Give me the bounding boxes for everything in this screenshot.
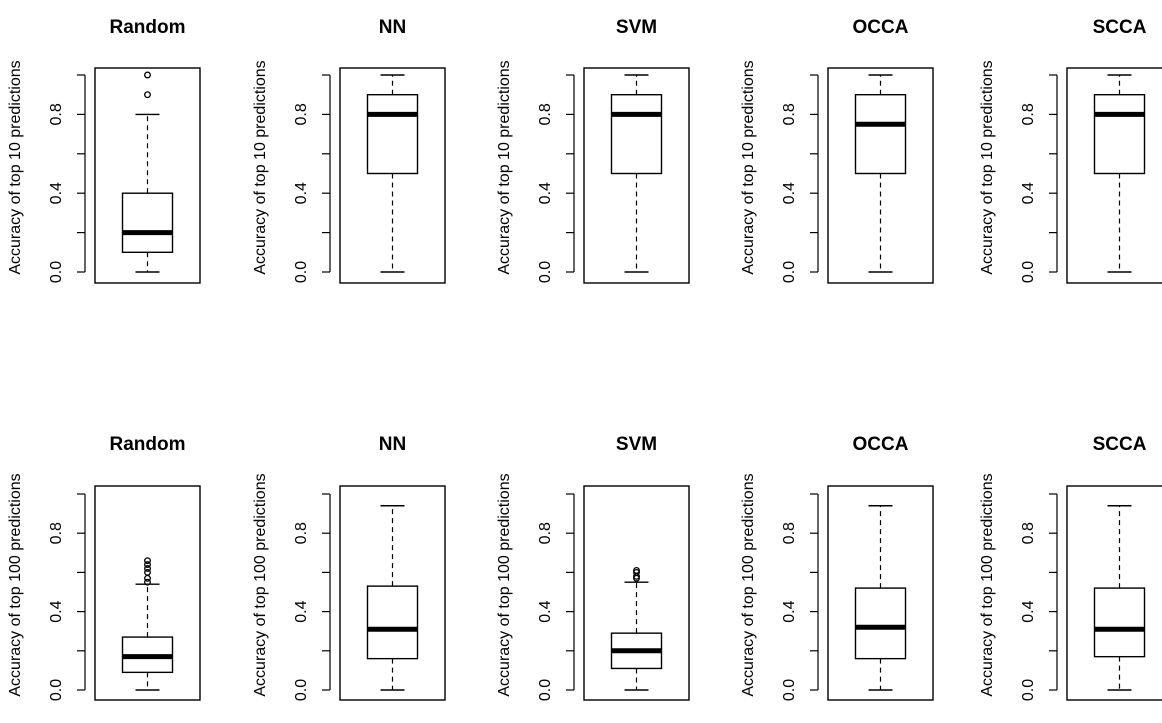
y-tick-label: 0.8 [537, 103, 554, 125]
outlier-point [633, 566, 640, 574]
y-tick-label: 0.0 [1020, 679, 1037, 701]
panel-title: SVM [616, 17, 657, 38]
y-tick-label: 0.4 [48, 600, 65, 622]
plot-frame [827, 485, 934, 701]
boxplot-panel-2-4: OCCA 0.0 0.4 0.8 Accuracy of top 100 predict… [740, 434, 934, 701]
y-tick-label: 0.8 [48, 522, 65, 544]
boxplot-panel-1-3: SVM 0.0 0.4 0.8 Accuracy of top 10 predictio… [496, 17, 690, 284]
y-tick-label: 0.8 [781, 522, 798, 544]
plot-frame [1066, 485, 1162, 701]
panel-title: Random [110, 434, 186, 455]
outlier-point [144, 568, 151, 576]
y-tick-label: 0.8 [781, 103, 798, 125]
y-tick-label: 0.0 [48, 679, 65, 701]
panel-title: Random [110, 17, 186, 38]
y-tick-label: 0.4 [293, 182, 310, 204]
y-tick-label: 0.0 [537, 679, 554, 701]
plot-frame [339, 485, 446, 701]
y-tick-label: 0.4 [293, 600, 310, 622]
y-tick-label: 0.0 [293, 261, 310, 283]
y-axis-label: Accuracy of top 100 predictions [252, 473, 269, 696]
y-axis-label: Accuracy of top 10 predictions [979, 60, 996, 274]
boxplot-panel-1-1: Random 0.0 0.4 0.8 Accuracy of top 10 predic… [7, 17, 201, 284]
y-tick-label: 0.0 [781, 261, 798, 283]
plot-frame [583, 485, 690, 701]
y-tick-label: 0.4 [537, 600, 554, 622]
panel-title: NN [379, 17, 406, 38]
panel-title: SCCA [1093, 17, 1147, 38]
boxplot-panel-2-5: SCCA 0.0 0.4 0.8 Accuracy of top 100 predict… [979, 434, 1162, 701]
outlier-point [144, 557, 151, 565]
y-axis-label: Accuracy of top 100 predictions [979, 473, 996, 696]
panel-title: SVM [616, 434, 657, 455]
plot-frame [94, 485, 201, 701]
y-tick-label: 0.4 [781, 600, 798, 622]
y-axis-label: Accuracy of top 10 predictions [7, 60, 24, 274]
outlier-point [144, 565, 151, 572]
y-tick-label: 0.4 [48, 182, 65, 204]
y-tick-label: 0.4 [781, 182, 798, 204]
y-axis-label: Accuracy of top 100 predictions [740, 473, 757, 696]
iqr-box [854, 93, 907, 175]
outlier-point [144, 71, 151, 79]
outlier-point [144, 574, 151, 582]
panel-title: OCCA [853, 17, 909, 38]
outlier-point [144, 91, 151, 99]
boxplot-panel-1-2: NN 0.0 0.4 0.8 Accuracy of top 10 prediction… [252, 17, 446, 284]
boxplot-panel-2-3: SVM 0.0 0.4 0.8 Accuracy of top 100 predicti… [496, 434, 690, 701]
iqr-box [854, 587, 907, 660]
plot-frame [94, 67, 201, 284]
plot-frame [1066, 67, 1162, 284]
y-tick-label: 0.4 [1020, 182, 1037, 204]
outlier-point [144, 561, 151, 569]
iqr-box [121, 192, 174, 253]
y-tick-label: 0.4 [537, 182, 554, 204]
y-tick-label: 0.0 [48, 261, 65, 283]
y-tick-label: 0.8 [293, 522, 310, 544]
panel-title: OCCA [853, 434, 909, 455]
y-tick-label: 0.0 [537, 261, 554, 283]
plot-frame [583, 67, 690, 284]
y-tick-label: 0.0 [781, 679, 798, 701]
y-tick-label: 0.0 [293, 679, 310, 701]
iqr-box [366, 585, 419, 660]
iqr-box [610, 93, 663, 175]
y-axis-label: Accuracy of top 100 predictions [496, 473, 513, 696]
y-tick-label: 0.8 [1020, 522, 1037, 544]
y-tick-label: 0.8 [1020, 103, 1037, 125]
y-axis-label: Accuracy of top 10 predictions [740, 60, 757, 274]
y-axis-label: Accuracy of top 10 predictions [252, 60, 269, 274]
y-axis-label: Accuracy of top 100 predictions [7, 473, 24, 696]
boxplot-panel-2-2: NN 0.0 0.4 0.8 Accuracy of top 100 predictio… [252, 434, 446, 701]
outlier-point [144, 578, 151, 586]
panel-title: NN [379, 434, 406, 455]
iqr-box [1093, 93, 1146, 175]
plot-frame [339, 67, 446, 284]
panel-title: SCCA [1093, 434, 1147, 455]
y-tick-label: 0.4 [1020, 600, 1037, 622]
y-tick-label: 0.8 [48, 103, 65, 125]
plot-frame [827, 67, 934, 284]
iqr-box [366, 93, 419, 175]
y-tick-label: 0.0 [1020, 261, 1037, 283]
iqr-box [1093, 587, 1146, 658]
y-tick-label: 0.8 [537, 522, 554, 544]
y-tick-label: 0.8 [293, 103, 310, 125]
boxplot-panel-2-1: Random 0.0 0.4 0.8 Accuracy of top 100 predi… [7, 434, 201, 701]
boxplot-panel-1-4: OCCA 0.0 0.4 0.8 Accuracy of top 10 predicti… [740, 17, 934, 284]
y-axis-label: Accuracy of top 10 predictions [496, 60, 513, 274]
boxplot-panel-1-5: SCCA 0.0 0.4 0.8 Accuracy of top 10 predicti… [979, 17, 1162, 284]
